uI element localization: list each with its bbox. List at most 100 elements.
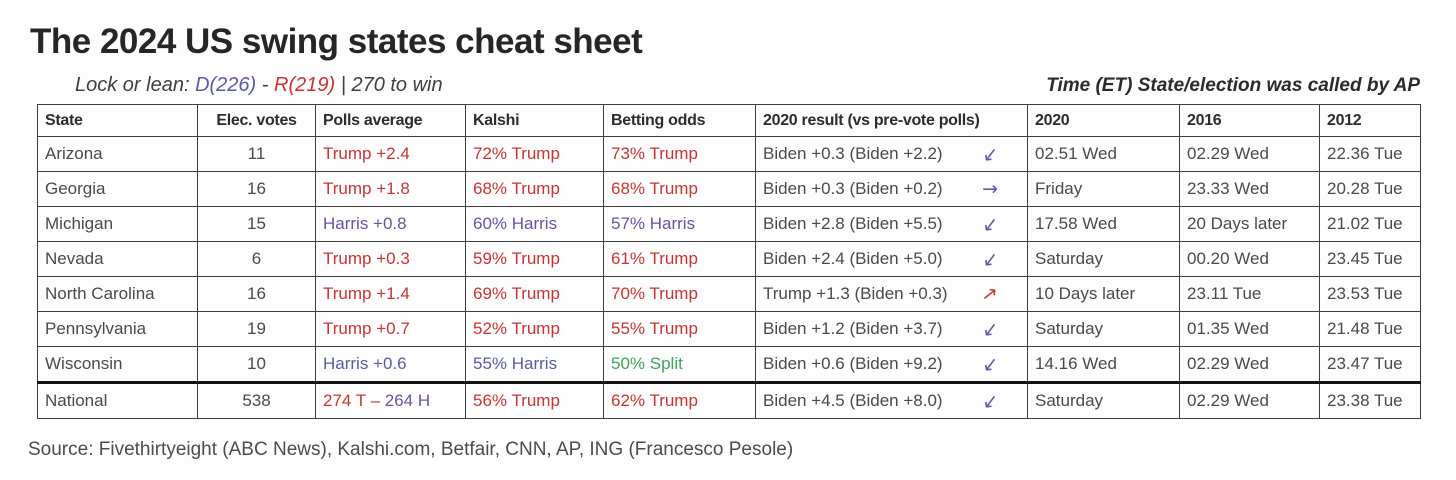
- column-header-2020-result-vs-pre-vote-polls: 2020 result (vs pre-vote polls): [755, 104, 1028, 137]
- result-2020-text: Trump +1.3 (Biden +0.3): [763, 284, 948, 303]
- page: The 2024 US swing states cheat sheet Loc…: [0, 22, 1456, 480]
- subheader: Lock or lean: D(226) - R(219) | 270 to w…: [75, 74, 1434, 97]
- result-2020-text: Biden +0.6 (Biden +9.2): [763, 354, 943, 373]
- call-time-2012-cell: 21.48 Tue: [1319, 311, 1421, 347]
- call-time-2020-cell: Saturday: [1027, 381, 1180, 419]
- result-2020-text: Biden +2.8 (Biden +5.5): [763, 214, 943, 233]
- electoral-votes-cell: 19: [197, 311, 316, 347]
- kalshi-value: 69% Trump: [473, 284, 560, 303]
- state-cell: Arizona: [37, 136, 198, 172]
- betting-odds-cell: 70% Trump: [603, 276, 756, 312]
- state-cell: Georgia: [37, 171, 198, 207]
- ap-call-time-note: Time (ET) State/election was called by A…: [1046, 75, 1420, 96]
- state-cell: Nevada: [37, 241, 198, 277]
- call-time-2020-cell: Saturday: [1027, 311, 1180, 347]
- table-row-georgia: Georgia 16 Trump +1.8 68% Trump 68% Trump Bid…: [37, 171, 1421, 207]
- kalshi-cell: 72% Trump: [465, 136, 604, 172]
- lock-or-lean-line: Lock or lean: D(226) - R(219) | 270 to w…: [75, 74, 443, 97]
- call-time-2012-cell: 23.47 Tue: [1319, 346, 1421, 383]
- trend-arrow-down-left-icon: →: [976, 388, 1005, 415]
- call-time-2016-cell: 00.20 Wed: [1179, 241, 1320, 277]
- call-time-2012-cell: 21.02 Tue: [1319, 206, 1421, 242]
- state-cell: National: [37, 381, 198, 419]
- result-2020-cell: Biden +2.8 (Biden +5.5) →: [755, 206, 1028, 242]
- betting-odds-cell: 50% Split: [603, 346, 756, 383]
- betting-odds-cell: 55% Trump: [603, 311, 756, 347]
- trend-arrow-down-left-icon: →: [976, 351, 1005, 378]
- state-cell: Wisconsin: [37, 346, 198, 383]
- polls-average-cell: Trump +0.7: [315, 311, 466, 347]
- betting-odds-value: 73% Trump: [611, 144, 698, 163]
- betting-odds-value: 70% Trump: [611, 284, 698, 303]
- electoral-votes-cell: 16: [197, 276, 316, 312]
- polls-average-part-0: 274 T –: [323, 391, 385, 410]
- state-cell: Michigan: [37, 206, 198, 242]
- call-time-2012-cell: 23.45 Tue: [1319, 241, 1421, 277]
- result-2020-cell: Biden +0.3 (Biden +0.2) →: [755, 171, 1028, 207]
- electoral-votes-cell: 11: [197, 136, 316, 172]
- electoral-votes-cell: 538: [197, 381, 316, 419]
- call-time-2016-cell: 02.29 Wed: [1179, 346, 1320, 383]
- call-time-2012-cell: 20.28 Tue: [1319, 171, 1421, 207]
- call-time-2016-cell: 23.33 Wed: [1179, 171, 1320, 207]
- table-row-arizona: Arizona 11 Trump +2.4 72% Trump 73% Trump Bid…: [37, 136, 1421, 172]
- kalshi-value: 68% Trump: [473, 179, 560, 198]
- call-time-2020-cell: 17.58 Wed: [1027, 206, 1180, 242]
- trend-arrow-right-icon: →: [982, 177, 998, 200]
- call-time-2012-cell: 22.36 Tue: [1319, 136, 1421, 172]
- betting-odds-cell: 57% Harris: [603, 206, 756, 242]
- column-header-kalshi: Kalshi: [465, 104, 604, 137]
- kalshi-value: 72% Trump: [473, 144, 560, 163]
- result-2020-text: Biden +2.4 (Biden +5.0): [763, 249, 943, 268]
- result-2020-cell: Biden +0.6 (Biden +9.2) →: [755, 346, 1028, 383]
- kalshi-cell: 69% Trump: [465, 276, 604, 312]
- polls-average-part-0: Trump +1.8: [323, 179, 410, 198]
- result-2020-text: Biden +0.3 (Biden +0.2): [763, 179, 943, 198]
- page-title: The 2024 US swing states cheat sheet: [30, 22, 643, 61]
- kalshi-value: 59% Trump: [473, 249, 560, 268]
- kalshi-cell: 56% Trump: [465, 381, 604, 419]
- kalshi-cell: 52% Trump: [465, 311, 604, 347]
- result-2020-cell: Trump +1.3 (Biden +0.3) →: [755, 276, 1028, 312]
- trend-arrow-down-left-icon: →: [976, 316, 1005, 343]
- polls-average-part-0: Trump +1.4: [323, 284, 410, 303]
- polls-average-cell: Trump +2.4: [315, 136, 466, 172]
- column-header-2020: 2020: [1027, 104, 1180, 137]
- polls-average-part-0: Harris +0.6: [323, 354, 407, 373]
- table-row-nevada: Nevada 6 Trump +0.3 59% Trump 61% Trump Biden…: [37, 241, 1421, 277]
- result-2020-cell: Biden +1.2 (Biden +3.7) →: [755, 311, 1028, 347]
- call-time-2012-cell: 23.38 Tue: [1319, 381, 1421, 419]
- state-cell: Pennsylvania: [37, 311, 198, 347]
- polls-average-part-0: Trump +0.3: [323, 249, 410, 268]
- column-header-polls-average: Polls average: [315, 104, 466, 137]
- polls-average-part-0: Harris +0.8: [323, 214, 407, 233]
- electoral-votes-cell: 15: [197, 206, 316, 242]
- state-cell: North Carolina: [37, 276, 198, 312]
- call-time-2020-cell: Saturday: [1027, 241, 1180, 277]
- betting-odds-value: 68% Trump: [611, 179, 698, 198]
- table-row-north-carolina: North Carolina 16 Trump +1.4 69% Trump 70% T…: [37, 276, 1421, 312]
- trend-arrow-down-left-icon: →: [976, 246, 1005, 273]
- betting-odds-cell: 61% Trump: [603, 241, 756, 277]
- polls-average-part-0: Trump +0.7: [323, 319, 410, 338]
- table-row-michigan: Michigan 15 Harris +0.8 60% Harris 57% Harri…: [37, 206, 1421, 242]
- call-time-2016-cell: 02.29 Wed: [1179, 381, 1320, 419]
- column-header-state: State: [37, 104, 198, 137]
- lock-or-lean-prefix: Lock or lean:: [75, 74, 196, 96]
- kalshi-value: 52% Trump: [473, 319, 560, 338]
- call-time-2012-cell: 23.53 Tue: [1319, 276, 1421, 312]
- polls-average-part-1: 264 H: [384, 391, 431, 410]
- polls-average-cell: Harris +0.6: [315, 346, 466, 383]
- polls-average-cell: 274 T – 264 H: [315, 381, 466, 419]
- kalshi-value: 60% Harris: [473, 214, 558, 233]
- polls-average-cell: Trump +1.8: [315, 171, 466, 207]
- kalshi-cell: 60% Harris: [465, 206, 604, 242]
- call-time-2020-cell: 14.16 Wed: [1027, 346, 1180, 383]
- kalshi-cell: 55% Harris: [465, 346, 604, 383]
- trend-arrow-up-right-icon: →: [976, 280, 1003, 308]
- column-header-2012: 2012: [1319, 104, 1421, 137]
- kalshi-value: 55% Harris: [473, 354, 558, 373]
- call-time-2020-cell: 10 Days later: [1027, 276, 1180, 312]
- result-2020-text: Biden +1.2 (Biden +3.7): [763, 319, 943, 338]
- kalshi-value: 56% Trump: [473, 391, 560, 410]
